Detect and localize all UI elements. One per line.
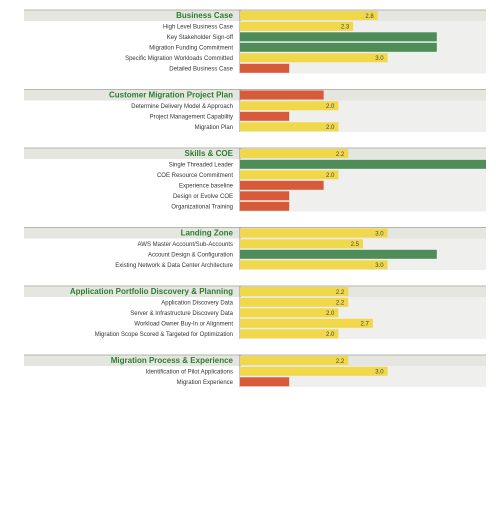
row-band bbox=[240, 100, 486, 111]
row-band bbox=[240, 63, 486, 74]
row-band bbox=[240, 190, 486, 201]
row-band bbox=[240, 328, 486, 339]
data-label: 2.0 bbox=[326, 104, 335, 110]
bar bbox=[240, 101, 339, 111]
group-title: Business Case bbox=[176, 11, 233, 20]
data-label: 2.0 bbox=[326, 332, 335, 338]
group-header-value: 3.0 bbox=[375, 232, 384, 238]
row-label: COE Resource Commitment bbox=[157, 173, 233, 179]
group-header-value: 2.2 bbox=[336, 359, 345, 365]
bar bbox=[240, 122, 339, 132]
row-label: Specific Migration Workloads Committed bbox=[125, 56, 233, 62]
bar bbox=[240, 201, 290, 211]
row-label: Single Threaded Leader bbox=[169, 163, 233, 169]
bar bbox=[240, 318, 373, 328]
row-band bbox=[240, 111, 486, 122]
data-label: 2.0 bbox=[326, 125, 335, 131]
bar bbox=[240, 297, 349, 307]
data-label: 2.0 bbox=[326, 311, 335, 317]
row-band bbox=[240, 21, 486, 32]
bar bbox=[240, 32, 437, 42]
row-label: Account Design & Configuration bbox=[148, 253, 233, 259]
row-label: Experience baseline bbox=[179, 184, 234, 190]
bar bbox=[240, 42, 437, 52]
bar bbox=[240, 53, 388, 63]
group-title: Migration Process & Experience bbox=[111, 356, 234, 365]
row-label: Project Management Capability bbox=[150, 115, 233, 121]
bar bbox=[240, 260, 388, 270]
row-label: Detailed Business Case bbox=[169, 67, 233, 73]
data-label: 2.7 bbox=[360, 322, 369, 328]
bar bbox=[240, 249, 437, 259]
row-band bbox=[240, 169, 486, 180]
group-title: Skills & COE bbox=[185, 149, 234, 158]
row-label: Existing Network & Data Center Architect… bbox=[115, 263, 233, 269]
row-band bbox=[240, 180, 486, 191]
bar bbox=[240, 170, 339, 180]
data-label: 3.0 bbox=[375, 56, 384, 62]
group-header-bar bbox=[240, 149, 349, 158]
row-band bbox=[240, 307, 486, 318]
row-label: High Level Business Case bbox=[163, 25, 234, 31]
row-label: Design or Evolve COE bbox=[173, 194, 233, 200]
bar bbox=[240, 377, 290, 387]
bar bbox=[240, 239, 363, 249]
row-label: Key Stakeholder Sign-off bbox=[167, 35, 234, 41]
row-label: Migration Funding Commitment bbox=[149, 46, 233, 52]
data-label: 3.0 bbox=[375, 263, 384, 269]
group-title: Application Portfolio Discovery & Planni… bbox=[70, 287, 233, 296]
data-label: 2.0 bbox=[326, 173, 335, 179]
bar bbox=[240, 308, 339, 318]
group-header-bar bbox=[240, 11, 378, 20]
row-label: Organizational Training bbox=[171, 205, 233, 211]
bar bbox=[240, 21, 354, 31]
bar bbox=[240, 180, 324, 190]
group-header-bar bbox=[240, 356, 349, 365]
bar bbox=[240, 191, 290, 201]
group-header-value: 2.2 bbox=[336, 290, 345, 296]
bar bbox=[240, 329, 339, 339]
bar bbox=[240, 366, 388, 376]
row-label: Migration Experience bbox=[177, 380, 234, 386]
row-band bbox=[240, 201, 486, 212]
data-label: 2.3 bbox=[341, 25, 350, 31]
row-band bbox=[240, 297, 486, 308]
group-header-bar bbox=[240, 228, 388, 238]
row-label: Workload Owner Buy-In or Alignment bbox=[134, 322, 233, 328]
row-band bbox=[240, 121, 486, 132]
row-label: Migration Scope Scored & Targeted for Op… bbox=[95, 332, 233, 338]
data-label: 2.5 bbox=[351, 242, 360, 248]
row-label: Determine Delivery Model & Approach bbox=[131, 104, 233, 110]
row-label: Identification of Pilot Applications bbox=[146, 370, 233, 376]
group-header-value: 2.2 bbox=[336, 152, 345, 158]
group-header-bar bbox=[240, 90, 324, 100]
row-label: Server & Infrastructure Discovery Data bbox=[130, 311, 233, 317]
group-title: Customer Migration Project Plan bbox=[109, 91, 233, 100]
bar bbox=[240, 159, 486, 169]
bar bbox=[240, 63, 290, 73]
group-title: Landing Zone bbox=[181, 229, 234, 238]
row-label: AWS Master Account/Sub-Accounts bbox=[138, 242, 233, 248]
group-header-value: 2.8 bbox=[365, 14, 374, 20]
row-label: Application Discovery Data bbox=[161, 301, 233, 307]
group-header-bar bbox=[240, 287, 349, 296]
row-band bbox=[240, 376, 486, 387]
row-label: Migration Plan bbox=[195, 125, 233, 131]
data-label: 2.2 bbox=[336, 301, 345, 307]
bar bbox=[240, 111, 290, 121]
data-label: 3.0 bbox=[375, 370, 384, 376]
